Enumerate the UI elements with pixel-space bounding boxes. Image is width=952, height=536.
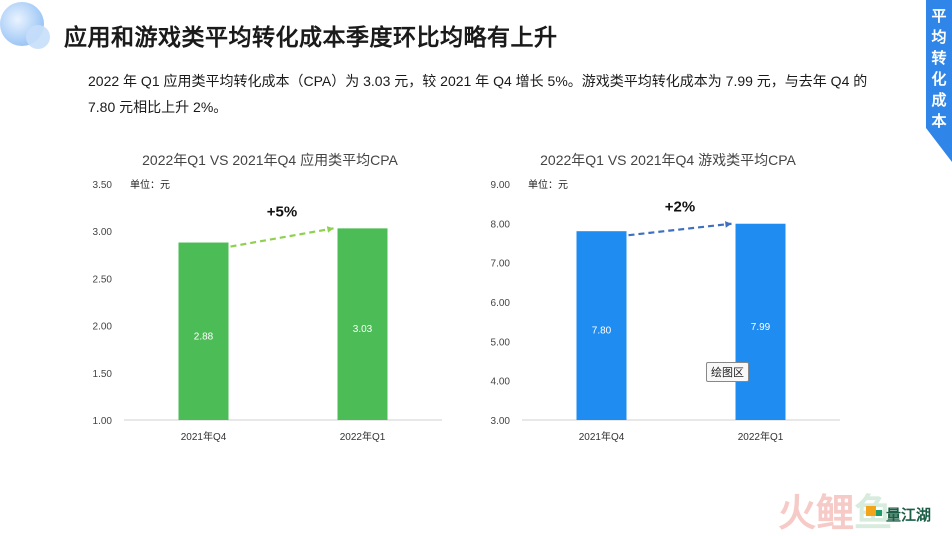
x-tick-label: 2021年Q4 (579, 430, 625, 443)
change-arrowhead (326, 226, 334, 233)
logo-bubbles (0, 2, 50, 49)
x-tick-label: 2021年Q4 (181, 430, 227, 443)
y-tick-label: 1.00 (93, 416, 113, 427)
bar (735, 223, 786, 420)
chart-svg-app[interactable]: 单位：元 1.00 1.50 2.00 2.50 3.00 3.50 2.88 2021年Q4 3… (80, 140, 460, 450)
bar-value-label: 7.80 (592, 326, 612, 337)
svg-text:火鲤: 火鲤 (778, 491, 854, 534)
bar (178, 242, 229, 420)
change-annotation: +5% (267, 203, 297, 220)
y-tick-label: 4.00 (491, 377, 511, 388)
bar-value-label: 7.99 (751, 322, 771, 333)
y-tick-label: 3.50 (93, 180, 113, 191)
bar (576, 231, 627, 420)
y-tick-label: 2.50 (93, 274, 113, 285)
summary-text: 2022 年 Q1 应用类平均转化成本（CPA）为 3.03 元，较 2021 … (88, 73, 868, 115)
change-arrowhead (725, 221, 732, 228)
y-tick-label: 9.00 (491, 180, 511, 191)
y-tick-label: 1.50 (93, 369, 113, 380)
y-tick-label: 6.00 (491, 298, 511, 309)
plot-area-tooltip: 绘图区 (706, 362, 749, 382)
change-annotation: +2% (665, 199, 695, 216)
bar-value-label: 2.88 (194, 331, 214, 342)
chart-title: 2022年Q1 VS 2021年Q4 应用类平均CPA (142, 152, 398, 168)
chart-game-cpa: 2022年Q1 VS 2021年Q4 游戏类平均CPA 单位：元 3.00 4.00… (478, 140, 858, 450)
y-tick-label: 7.00 (491, 259, 511, 270)
x-tick-label: 2022年Q1 (340, 430, 386, 443)
unit-label: 单位：元 (130, 178, 170, 191)
y-tick-label: 3.00 (491, 416, 511, 427)
side-tag-tail (926, 128, 952, 162)
chart-svg-game[interactable]: 单位：元 3.00 4.00 5.00 6.00 7.00 8.00 9.00 7.80 2021… (478, 140, 858, 450)
change-arrow (628, 222, 732, 237)
y-tick-label: 3.00 (93, 227, 113, 238)
chart-app-cpa: 2022年Q1 VS 2021年Q4 应用类平均CPA 单位：元 1.00 1.50… (80, 140, 460, 450)
watermark-logo: 火鲤 鱼 量江湖 (778, 491, 931, 534)
y-tick-label: 8.00 (491, 219, 511, 230)
x-tick-label: 2022年Q1 (738, 430, 784, 443)
change-arrow (230, 227, 334, 248)
bar-value-label: 3.03 (353, 324, 373, 335)
side-tag-label: 平均转化成本 (931, 8, 947, 130)
y-tick-label: 5.00 (491, 337, 511, 348)
y-tick-label: 2.00 (93, 322, 113, 333)
side-tag: 平均转化成本 (926, 0, 952, 130)
unit-label: 单位：元 (528, 178, 568, 191)
chart-title: 2022年Q1 VS 2021年Q4 游戏类平均CPA (540, 152, 796, 168)
svg-text:量江湖: 量江湖 (886, 506, 931, 524)
bar (337, 228, 388, 420)
page-title: 应用和游戏类平均转化成本季度环比均略有上升 (64, 24, 558, 50)
